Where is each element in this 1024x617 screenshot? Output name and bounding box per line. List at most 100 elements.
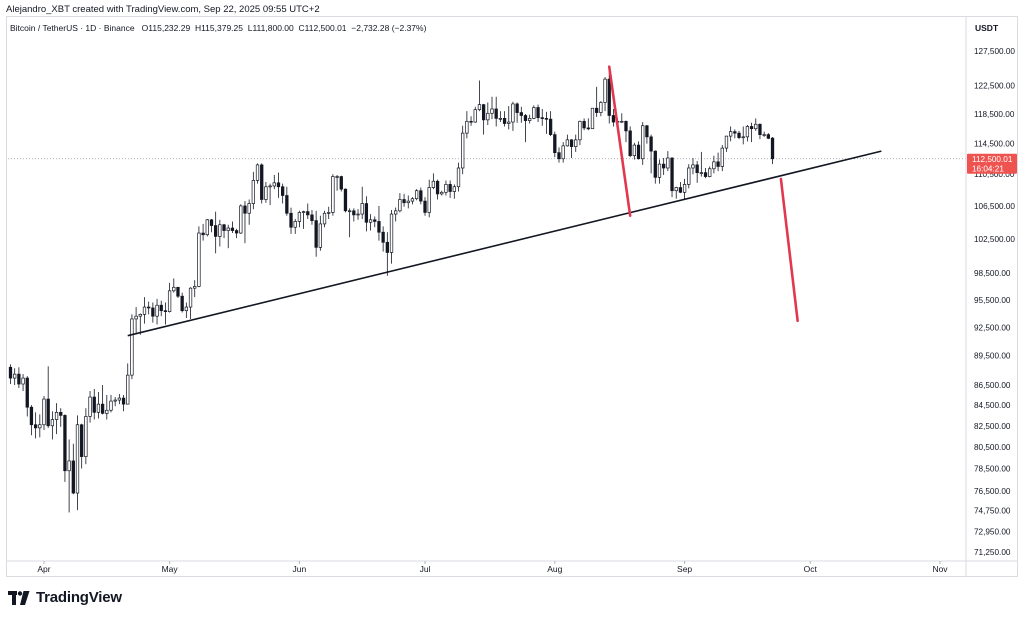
candle — [657, 159, 662, 184]
candle-body-up — [741, 136, 745, 139]
candle — [17, 367, 21, 389]
candle-body-down — [737, 132, 741, 138]
price-tick-label: 84,500.00 — [974, 401, 1011, 410]
candle-body-down — [402, 199, 406, 204]
candle-body-down — [243, 205, 247, 214]
candle-body-up — [477, 104, 482, 111]
candle — [297, 210, 302, 228]
candle — [423, 197, 427, 216]
candle-body-up — [561, 145, 565, 160]
candle — [138, 313, 142, 335]
ohlc-low: L111,800.00 — [247, 23, 294, 33]
candle — [682, 178, 687, 200]
candle — [264, 182, 268, 203]
tradingview-logo: TradingView — [8, 589, 122, 606]
candle — [733, 129, 737, 139]
candle-body-down — [548, 118, 553, 135]
candle-body-up — [255, 164, 260, 181]
candle-body-down — [100, 403, 105, 414]
candle — [582, 118, 586, 131]
candle — [427, 179, 431, 218]
candle-body-down — [595, 107, 599, 113]
candle — [569, 139, 574, 158]
candle-body-up — [331, 176, 335, 213]
time-tick-label: May — [162, 564, 179, 574]
candle-body-up — [745, 126, 750, 138]
candle-body-up — [297, 212, 302, 222]
candle-body-up — [197, 232, 201, 287]
candle-body-down — [733, 131, 737, 134]
price-tick-label: 98,500.00 — [974, 269, 1011, 278]
candle — [276, 172, 281, 198]
candle-body-down — [209, 219, 214, 226]
candle-body-up — [138, 313, 142, 317]
candle — [13, 368, 17, 386]
symbol-name: Bitcoin / TetherUS · 1D · Binance — [10, 23, 135, 33]
candle — [281, 183, 285, 204]
candle-body-up — [708, 168, 712, 177]
price-tag-value: 112,500.01 — [972, 155, 1013, 164]
candle — [553, 131, 557, 158]
candle-body-up — [729, 131, 733, 137]
candle — [515, 102, 519, 123]
candle-body-up — [632, 144, 637, 157]
candle — [172, 278, 176, 293]
candle — [285, 186, 289, 216]
candle-body-down — [373, 219, 377, 222]
candle — [599, 101, 603, 117]
candle — [557, 147, 561, 163]
candle-body-down — [536, 107, 540, 119]
candle-body-up — [360, 203, 364, 215]
candle — [469, 116, 473, 126]
candle — [628, 126, 632, 158]
attribution-header: Alejandro_XBT created with TradingView.c… — [6, 4, 320, 15]
price-tick-label: 82,500.00 — [974, 422, 1011, 431]
price-tick-label: 71,250.00 — [974, 548, 1011, 557]
candle-body-up — [666, 157, 670, 169]
candle-body-up — [574, 139, 578, 147]
candle-body-up — [456, 167, 461, 188]
drop-projection-line[interactable] — [779, 177, 799, 323]
candle — [754, 118, 758, 131]
candle — [100, 385, 105, 415]
candle-body-up — [389, 213, 394, 253]
candle — [699, 151, 703, 177]
candle — [272, 174, 276, 190]
candle — [766, 133, 770, 140]
candle-body-down — [230, 227, 235, 231]
candle — [230, 221, 235, 234]
candle-body-down — [494, 108, 498, 119]
candle — [758, 123, 762, 140]
candle — [126, 363, 130, 405]
candle-body-up — [754, 123, 758, 130]
candle — [519, 106, 523, 123]
candle — [536, 104, 540, 123]
candle-body-up — [42, 398, 46, 426]
support-trendline[interactable] — [127, 150, 882, 337]
candle — [352, 208, 356, 222]
candle-body-down — [163, 310, 168, 312]
candle-body-up — [406, 200, 410, 204]
candle — [134, 307, 138, 333]
candle — [620, 113, 624, 123]
drop-projection-line[interactable] — [607, 65, 632, 218]
candle-body-up — [599, 102, 603, 113]
candle — [188, 287, 193, 319]
candle-body-up — [142, 306, 147, 315]
candle-body-up — [322, 212, 327, 225]
candle-body-down — [121, 397, 126, 405]
candle — [25, 376, 29, 417]
candle-body-up — [75, 424, 80, 494]
price-tick-label: 74,750.00 — [974, 507, 1011, 516]
candle — [260, 163, 264, 204]
candle — [314, 210, 318, 257]
candle — [419, 187, 423, 205]
candle-body-down — [201, 232, 205, 236]
time-tick-label: Oct — [804, 564, 818, 574]
candle-body-down — [770, 137, 775, 160]
candle — [532, 105, 536, 120]
candle-body-down — [448, 184, 452, 192]
candle — [414, 189, 419, 201]
